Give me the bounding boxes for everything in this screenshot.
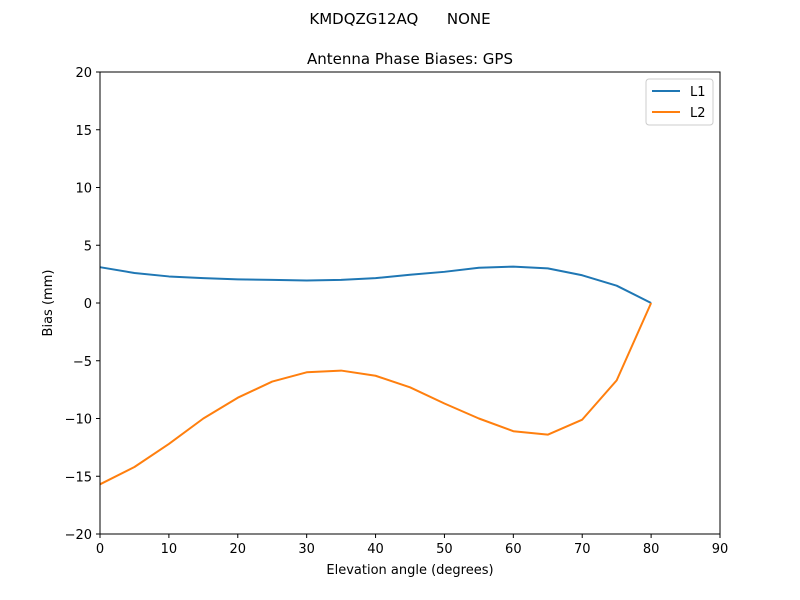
y-tick-label: −10: [65, 413, 92, 428]
series-line-l1: [99, 265, 652, 304]
x-tick-label: 60: [505, 542, 522, 557]
x-tick-label: 90: [712, 542, 729, 557]
legend-label-l1: L1: [690, 85, 706, 100]
y-tick-label: 0: [84, 297, 92, 312]
x-axis: 0 10 20 30 40 50 60 70 80 90: [96, 534, 728, 557]
y-tick-label: 5: [84, 239, 92, 254]
y-axis: −20 −15 −10 −5 0 5 10 15 20: [65, 66, 100, 543]
legend-label-l2: L2: [690, 106, 706, 121]
chart-title: Antenna Phase Biases: GPS: [307, 50, 513, 68]
x-tick-label: 80: [643, 542, 660, 557]
y-tick-label: −15: [65, 470, 92, 485]
y-tick-label: −20: [65, 528, 92, 543]
axes-frame: [99, 71, 721, 535]
x-tick-label: 70: [574, 542, 591, 557]
plot-area: [99, 265, 653, 486]
legend: L1 L2: [645, 78, 714, 126]
x-tick-label: 40: [367, 542, 384, 557]
x-tick-label: 10: [161, 542, 178, 557]
y-tick-label: 10: [75, 182, 92, 197]
x-tick-label: 20: [230, 542, 247, 557]
y-axis-label: Bias (mm): [41, 270, 56, 337]
y-tick-label: −5: [73, 355, 92, 370]
x-tick-label: 50: [436, 542, 453, 557]
series-line-l2: [99, 302, 653, 486]
x-axis-label: Elevation angle (degrees): [326, 563, 493, 578]
x-tick-label: 30: [298, 542, 315, 557]
x-tick-label: 0: [96, 542, 104, 557]
figure-suptitle: KMDQZG12AQ NONE: [309, 10, 490, 28]
y-tick-label: 15: [75, 124, 92, 139]
y-tick-label: 20: [75, 66, 92, 81]
